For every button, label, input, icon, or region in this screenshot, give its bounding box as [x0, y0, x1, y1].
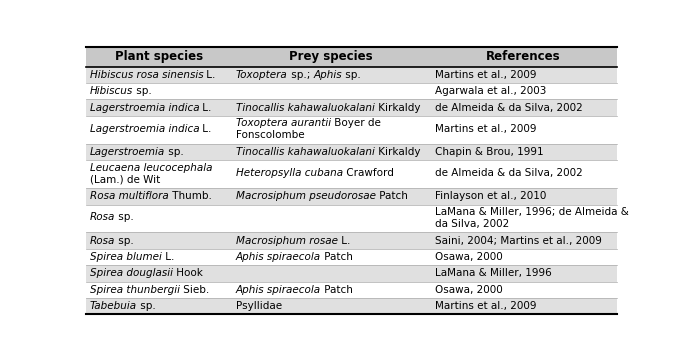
Text: Thumb.: Thumb.: [169, 191, 212, 201]
Bar: [86, 144, 616, 160]
Text: References: References: [486, 50, 561, 63]
Text: Psyllidae: Psyllidae: [236, 301, 282, 311]
Text: L.: L.: [203, 70, 216, 80]
Text: Hibiscus rosa sinensis: Hibiscus rosa sinensis: [90, 70, 203, 80]
Bar: [86, 188, 616, 204]
Text: Saini, 2004; Martins et al., 2009: Saini, 2004; Martins et al., 2009: [435, 236, 602, 246]
Text: Sieb.: Sieb.: [180, 285, 209, 295]
Text: (Lam.) de Wit: (Lam.) de Wit: [90, 174, 160, 184]
Text: Osawa, 2000: Osawa, 2000: [435, 285, 503, 295]
Text: Spirea douglasii: Spirea douglasii: [90, 268, 173, 279]
Text: Martins et al., 2009: Martins et al., 2009: [435, 124, 536, 134]
Text: Rosa: Rosa: [90, 236, 115, 246]
Text: Leucaena leucocephala: Leucaena leucocephala: [90, 163, 212, 173]
Text: Hibiscus: Hibiscus: [90, 86, 133, 96]
Text: Patch: Patch: [321, 252, 353, 262]
Bar: [86, 265, 616, 282]
Text: Prey species: Prey species: [289, 50, 373, 63]
Bar: [86, 67, 616, 83]
Text: Rosa multiflora: Rosa multiflora: [90, 191, 169, 201]
Text: de Almeida & da Silva, 2002: de Almeida & da Silva, 2002: [435, 103, 583, 113]
Text: Spirea thunbergii: Spirea thunbergii: [90, 285, 180, 295]
Text: Chapin & Brou, 1991: Chapin & Brou, 1991: [435, 147, 544, 157]
Text: Patch: Patch: [321, 285, 353, 295]
Text: L.: L.: [162, 252, 174, 262]
Text: Aphis spiraecola: Aphis spiraecola: [236, 285, 321, 295]
Text: sp.: sp.: [115, 236, 134, 246]
Text: Aphis: Aphis: [313, 70, 342, 80]
Bar: [86, 100, 616, 116]
Text: Tabebuia: Tabebuia: [90, 301, 137, 311]
Text: Kirkaldy: Kirkaldy: [375, 147, 420, 157]
Text: sp.: sp.: [165, 147, 184, 157]
Text: Toxoptera: Toxoptera: [236, 70, 288, 80]
Text: sp.: sp.: [133, 86, 152, 96]
Text: Lagerstroemia indica: Lagerstroemia indica: [90, 103, 199, 113]
Text: Crawford: Crawford: [343, 168, 394, 178]
Bar: [86, 249, 616, 265]
Text: sp.: sp.: [342, 70, 360, 80]
Text: Toxoptera aurantii: Toxoptera aurantii: [236, 118, 331, 129]
Text: da Silva, 2002: da Silva, 2002: [435, 219, 509, 229]
Text: Heteropsylla cubana: Heteropsylla cubana: [236, 168, 343, 178]
Bar: [86, 282, 616, 298]
Bar: [86, 47, 616, 67]
Text: Macrosiphum rosae: Macrosiphum rosae: [236, 236, 338, 246]
Text: sp.: sp.: [115, 212, 134, 222]
Bar: [86, 83, 616, 100]
Text: Osawa, 2000: Osawa, 2000: [435, 252, 503, 262]
Text: Lagerstroemia indica: Lagerstroemia indica: [90, 124, 199, 134]
Text: Boyer de: Boyer de: [331, 118, 381, 129]
Text: Rosa: Rosa: [90, 212, 115, 222]
Bar: [86, 116, 616, 144]
Bar: [86, 204, 616, 232]
Bar: [86, 298, 616, 314]
Text: Martins et al., 2009: Martins et al., 2009: [435, 70, 536, 80]
Text: Spirea blumei: Spirea blumei: [90, 252, 162, 262]
Text: Kirkaldy: Kirkaldy: [375, 103, 420, 113]
Text: sp.: sp.: [137, 301, 155, 311]
Text: Martins et al., 2009: Martins et al., 2009: [435, 301, 536, 311]
Text: Aphis spiraecola: Aphis spiraecola: [236, 252, 321, 262]
Text: Lagerstroemia: Lagerstroemia: [90, 147, 165, 157]
Text: Agarwala et al., 2003: Agarwala et al., 2003: [435, 86, 547, 96]
Bar: [86, 160, 616, 188]
Text: de Almeida & da Silva, 2002: de Almeida & da Silva, 2002: [435, 168, 583, 178]
Text: Patch: Patch: [376, 191, 408, 201]
Text: Macrosiphum pseudorosae: Macrosiphum pseudorosae: [236, 191, 376, 201]
Text: Hook: Hook: [173, 268, 203, 279]
Text: Plant species: Plant species: [114, 50, 203, 63]
Text: Tinocallis kahawaluokalani: Tinocallis kahawaluokalani: [236, 147, 375, 157]
Text: Tinocallis kahawaluokalani: Tinocallis kahawaluokalani: [236, 103, 375, 113]
Text: LaMana & Miller, 1996: LaMana & Miller, 1996: [435, 268, 551, 279]
Text: LaMana & Miller, 1996; de Almeida &: LaMana & Miller, 1996; de Almeida &: [435, 207, 629, 217]
Text: Finlayson et al., 2010: Finlayson et al., 2010: [435, 191, 547, 201]
Text: Fonscolombe: Fonscolombe: [236, 130, 305, 140]
Text: L.: L.: [199, 124, 212, 134]
Text: L.: L.: [199, 103, 212, 113]
Text: sp.;: sp.;: [288, 70, 313, 80]
Text: L.: L.: [338, 236, 350, 246]
Bar: [86, 232, 616, 249]
